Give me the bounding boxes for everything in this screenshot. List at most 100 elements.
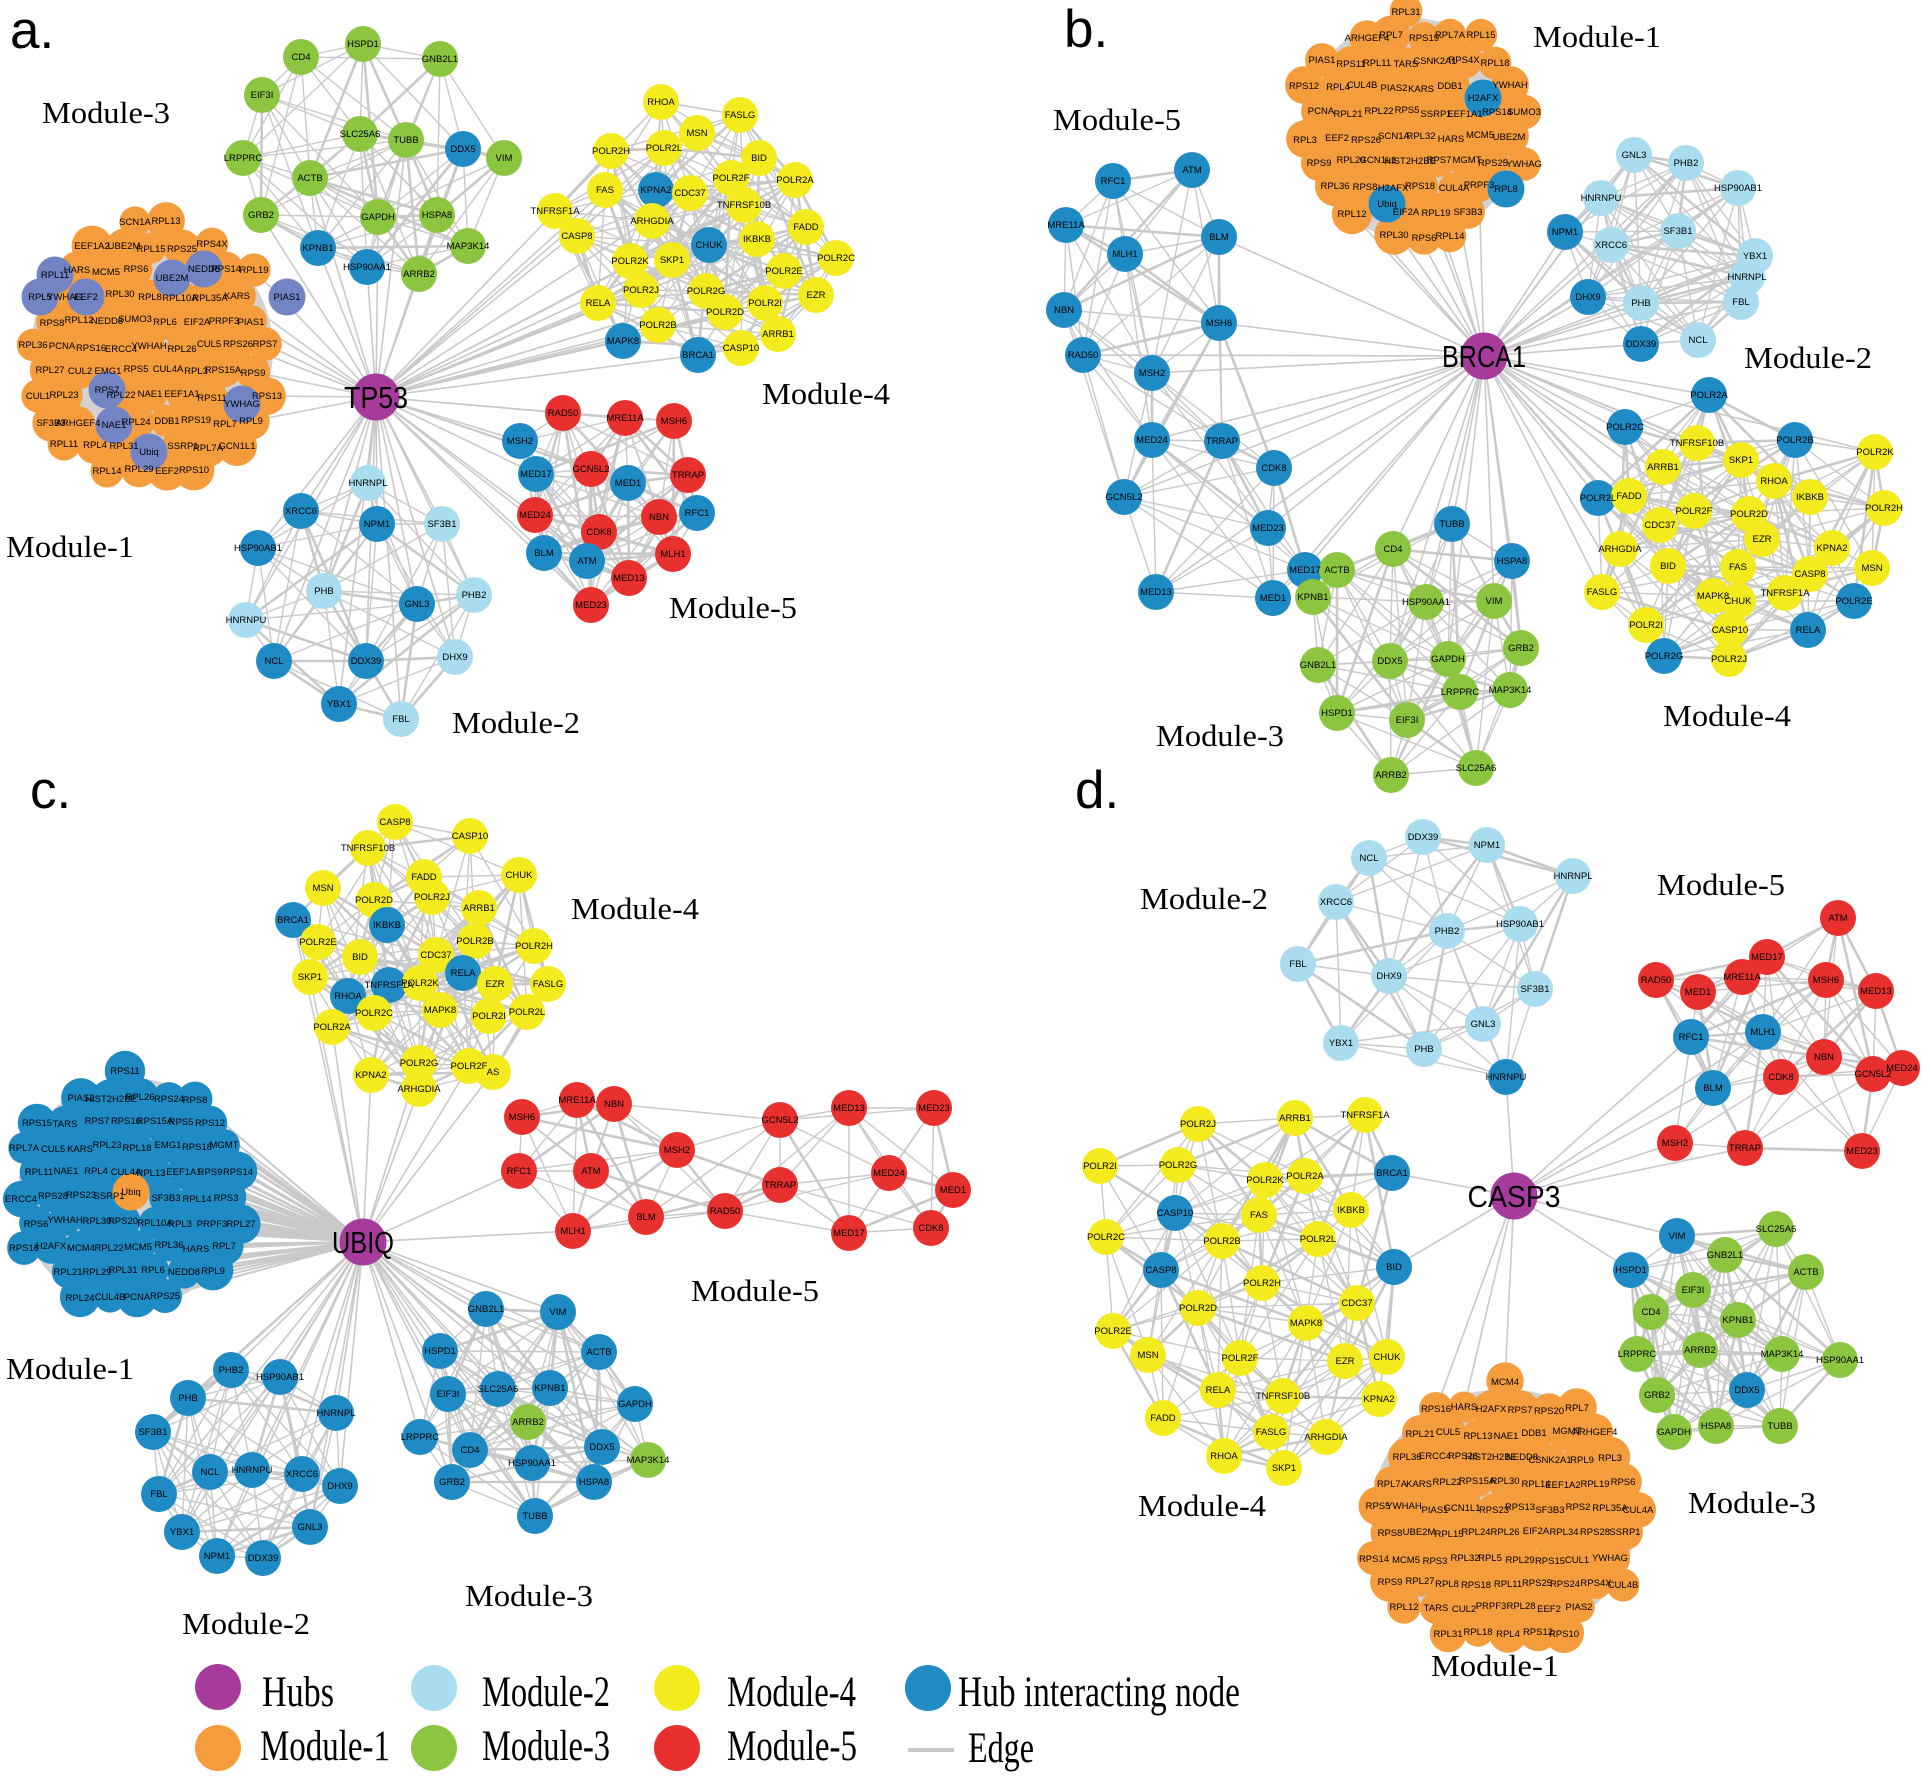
svg-text:ARRB2: ARRB2 (403, 269, 435, 280)
svg-text:YBX1: YBX1 (1329, 1038, 1353, 1049)
svg-text:FASLG: FASLG (1256, 1427, 1287, 1438)
svg-text:DDB1: DDB1 (1521, 1428, 1546, 1439)
svg-text:RPL7A: RPL7A (9, 1143, 40, 1154)
svg-text:TNFRSF10B: TNFRSF10B (1670, 438, 1724, 449)
svg-text:HSPD1: HSPD1 (1615, 1265, 1647, 1276)
svg-text:EIF2A: EIF2A (1393, 207, 1420, 218)
svg-text:FADD: FADD (793, 222, 818, 233)
svg-text:EEF1A2: EEF1A2 (74, 241, 109, 252)
svg-text:MSH6: MSH6 (661, 416, 687, 427)
svg-text:RPL8: RPL8 (1494, 184, 1518, 195)
svg-text:KARS: KARS (67, 1144, 93, 1155)
svg-text:RPS9: RPS9 (1307, 158, 1332, 169)
svg-text:HIST2H2BE: HIST2H2BE (85, 1094, 137, 1105)
svg-text:SKP1: SKP1 (298, 972, 322, 983)
svg-text:IKBKB: IKBKB (1337, 1205, 1365, 1216)
svg-text:EMG1: EMG1 (95, 366, 122, 377)
svg-text:Module-2: Module-2 (482, 1669, 610, 1716)
svg-text:RPL3: RPL3 (1293, 135, 1317, 146)
svg-text:RPL23: RPL23 (49, 390, 78, 401)
svg-text:POLR2K: POLR2K (401, 978, 439, 989)
svg-text:POLR2J: POLR2J (1180, 1119, 1216, 1130)
svg-text:HSP90AB1: HSP90AB1 (1496, 919, 1544, 930)
svg-text:CUL5: CUL5 (197, 339, 221, 350)
svg-text:HIST2H2BE: HIST2H2BE (1384, 156, 1436, 167)
svg-text:Edge: Edge (968, 1725, 1034, 1772)
svg-text:RPL12: RPL12 (1389, 1602, 1418, 1613)
svg-text:CUL4A: CUL4A (111, 1167, 142, 1178)
svg-text:MED17: MED17 (1751, 952, 1783, 963)
svg-text:MED1: MED1 (940, 1185, 966, 1196)
svg-text:MRE11A: MRE11A (1723, 972, 1761, 983)
svg-text:GNL3: GNL3 (1622, 150, 1647, 161)
svg-text:PHB: PHB (314, 586, 334, 597)
svg-text:HARS: HARS (1438, 134, 1464, 145)
svg-text:FBL: FBL (1289, 959, 1306, 970)
svg-text:CDC37: CDC37 (1644, 520, 1675, 531)
svg-text:TARS: TARS (53, 1119, 78, 1130)
svg-text:POLR2C: POLR2C (817, 253, 855, 264)
svg-text:GAPDH: GAPDH (361, 212, 395, 223)
svg-text:RPS25: RPS25 (1478, 158, 1508, 169)
svg-text:FBL: FBL (392, 714, 409, 725)
svg-text:HSP90AB1: HSP90AB1 (1714, 183, 1762, 194)
svg-text:MCM5: MCM5 (92, 267, 120, 278)
svg-text:FBL: FBL (1732, 297, 1749, 308)
svg-text:TARS: TARS (1394, 59, 1419, 70)
svg-text:MCM5: MCM5 (124, 1242, 152, 1253)
svg-text:RAD50: RAD50 (1068, 350, 1099, 361)
svg-text:TARS: TARS (1424, 1603, 1449, 1614)
svg-text:ARHGEF4: ARHGEF4 (1345, 33, 1390, 44)
svg-text:FAS: FAS (1250, 1210, 1268, 1221)
svg-text:ARRB2: ARRB2 (1375, 770, 1407, 781)
svg-text:RPL7: RPL7 (213, 419, 237, 430)
svg-text:MED24: MED24 (519, 510, 551, 521)
svg-text:RPL32: RPL32 (1406, 131, 1435, 142)
svg-text:ARHGDIA: ARHGDIA (1598, 544, 1642, 555)
svg-text:RPL29: RPL29 (82, 1267, 111, 1278)
svg-text:RPS4X: RPS4X (1580, 1578, 1612, 1589)
svg-text:POLR2J: POLR2J (1711, 654, 1747, 665)
svg-text:RPS12: RPS12 (1289, 81, 1319, 92)
svg-text:EEF2: EEF2 (1325, 133, 1349, 144)
svg-text:RPL26: RPL26 (1490, 1527, 1519, 1538)
svg-text:EEF1A1: EEF1A1 (164, 389, 199, 400)
svg-text:YWHAH: YWHAH (131, 341, 167, 352)
svg-text:PIAS1: PIAS1 (1309, 55, 1336, 66)
svg-text:RPL27: RPL27 (35, 365, 64, 376)
svg-text:ARRB2: ARRB2 (512, 1417, 544, 1428)
svg-text:RPS15: RPS15 (1535, 1556, 1565, 1567)
svg-text:Module-4: Module-4 (1663, 698, 1792, 733)
svg-text:RPS26: RPS26 (1351, 135, 1381, 146)
svg-text:HARS: HARS (183, 1244, 209, 1255)
svg-text:RPS9: RPS9 (198, 1167, 223, 1178)
svg-text:RPS14: RPS14 (211, 264, 241, 275)
svg-text:RPS9: RPS9 (241, 368, 266, 379)
svg-text:TUBB: TUBB (393, 135, 418, 146)
svg-text:H2AFX: H2AFX (1468, 93, 1499, 104)
svg-text:RPS24: RPS24 (154, 1094, 184, 1105)
svg-text:GAPDH: GAPDH (1657, 1427, 1691, 1438)
svg-text:POLR2I: POLR2I (1629, 620, 1663, 631)
svg-text:RPL22: RPL22 (1432, 1477, 1461, 1488)
svg-text:RPS23: RPS23 (1479, 1505, 1509, 1516)
svg-text:RPL18: RPL18 (1480, 58, 1509, 69)
svg-text:NEDD8: NEDD8 (1506, 1452, 1538, 1463)
svg-text:TNFRSF10B: TNFRSF10B (341, 843, 395, 854)
svg-text:EEF2: EEF2 (74, 292, 98, 303)
svg-text:MAP3K14: MAP3K14 (1489, 685, 1532, 696)
svg-text:BLM: BLM (1209, 232, 1229, 243)
svg-text:POLR2G: POLR2G (687, 286, 726, 297)
svg-text:ARHGDIA: ARHGDIA (1304, 1432, 1348, 1443)
svg-text:CD4: CD4 (1383, 544, 1402, 555)
svg-text:RPL10A: RPL10A (137, 1218, 173, 1229)
svg-text:PIAS2: PIAS2 (1381, 83, 1408, 94)
svg-text:CDK8: CDK8 (586, 527, 611, 538)
svg-text:a.: a. (10, 1, 54, 60)
svg-text:RPS14: RPS14 (1359, 1554, 1389, 1565)
svg-text:ARHGDIA: ARHGDIA (397, 1084, 441, 1095)
svg-text:HARS: HARS (1451, 1402, 1477, 1413)
svg-text:Ubiq: Ubiq (139, 447, 159, 458)
svg-text:RPS10: RPS10 (1549, 1629, 1579, 1640)
svg-text:POLR2H: POLR2H (592, 146, 630, 157)
